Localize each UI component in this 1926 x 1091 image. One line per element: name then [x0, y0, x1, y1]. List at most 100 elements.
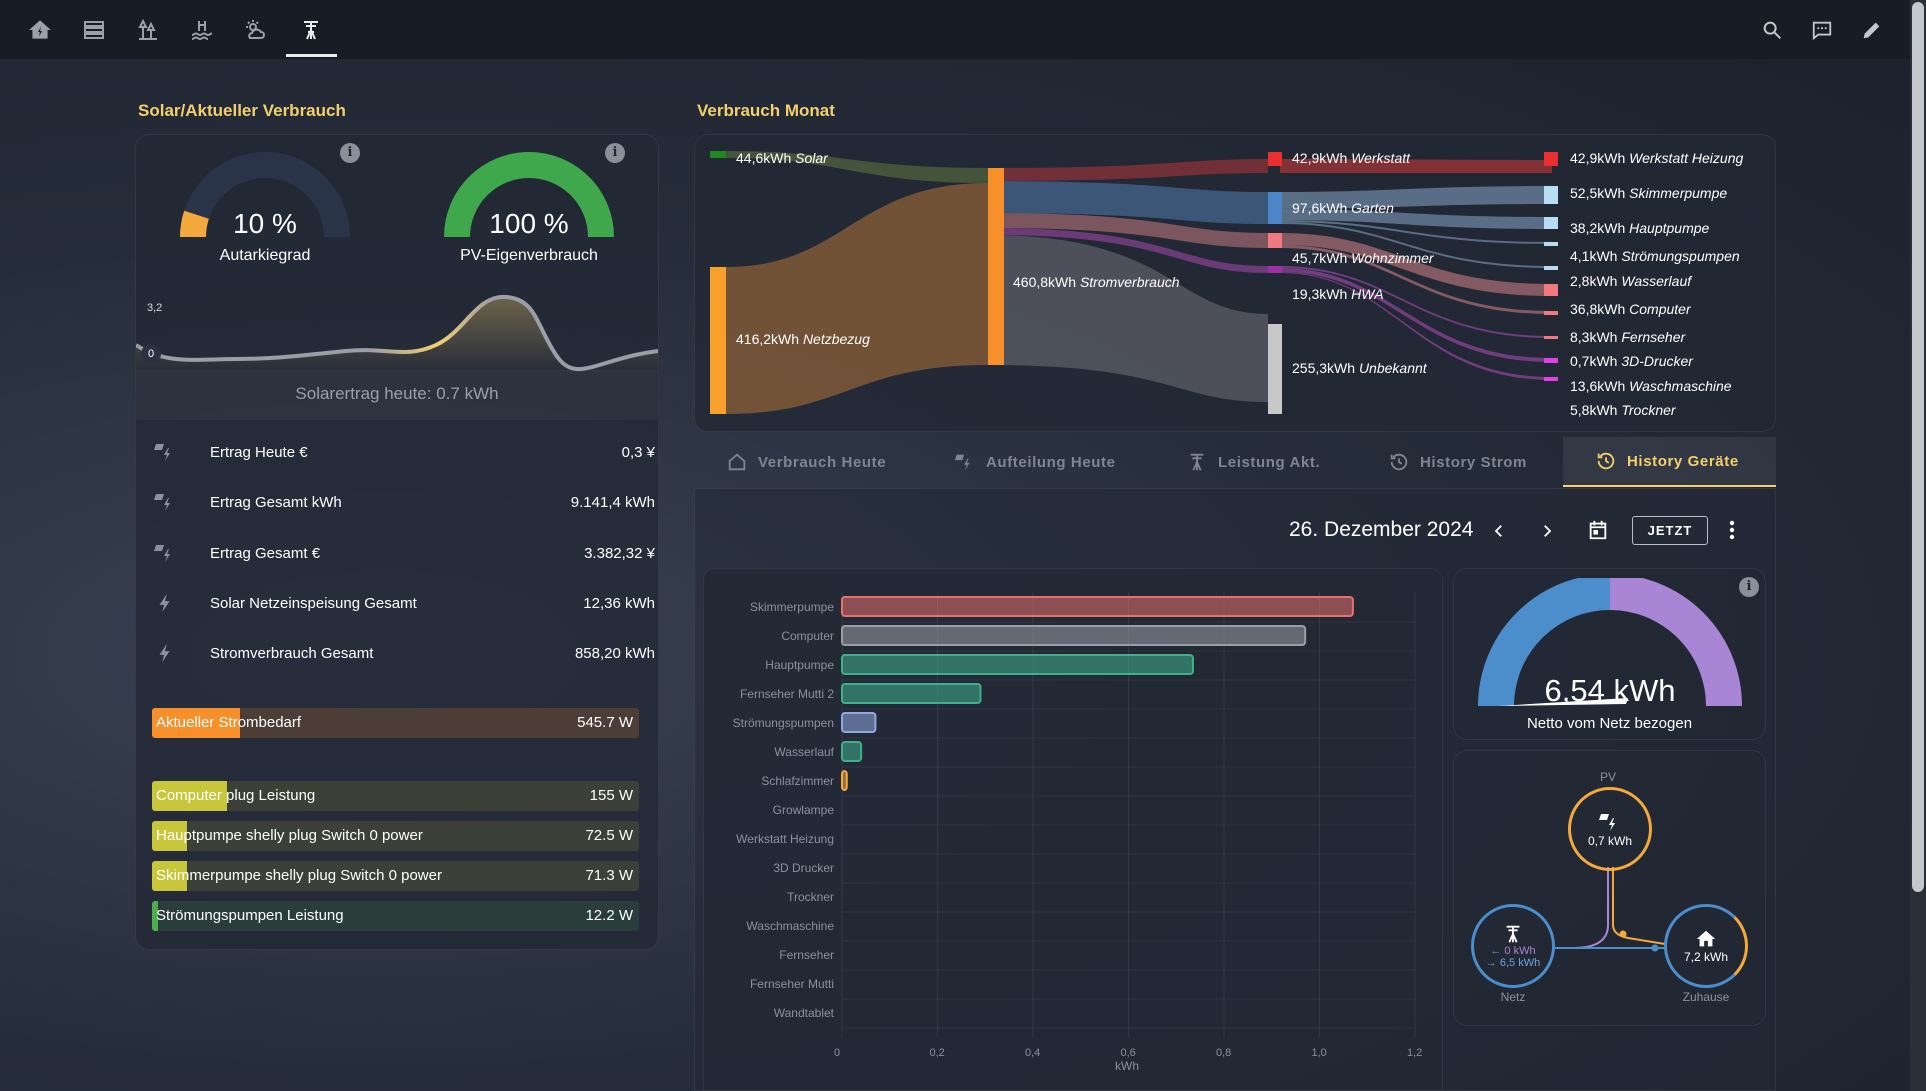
tab-label: History Strom — [1420, 453, 1527, 471]
bar-schlafzimmer[interactable] — [841, 770, 848, 791]
home-node[interactable]: 7,2 kWh — [1664, 904, 1748, 988]
category-label: Computer — [781, 629, 834, 643]
bar-name: Computer plug Leistung — [156, 787, 316, 804]
chat-icon[interactable] — [1804, 12, 1840, 48]
now-button[interactable]: JETZT — [1632, 516, 1708, 545]
solar-power-icon — [150, 437, 180, 467]
date-display[interactable]: 26. Dezember 2024 — [1289, 518, 1474, 541]
net-energy-value: 6,54 kWh — [1544, 673, 1676, 708]
home-solar-icon[interactable] — [22, 12, 58, 48]
plug-bar-hauptpumpe[interactable]: Hauptpumpe shelly plug Switch 0 power 72… — [152, 821, 639, 851]
pool-icon[interactable] — [184, 12, 220, 48]
solar-power-icon — [954, 451, 976, 473]
plug-bar-computer[interactable]: Computer plug Leistung 155 W — [152, 781, 639, 811]
calendar-button[interactable] — [1584, 516, 1612, 544]
tab-leistung-akt[interactable]: Leistung Akt. — [1186, 437, 1320, 487]
bar-name: Strömungspumpen Leistung — [156, 907, 344, 924]
scrollbar-thumb[interactable] — [1912, 2, 1924, 892]
demand-bar[interactable]: Aktueller Strombedarf 545.7 W — [152, 708, 639, 738]
solar-power-icon — [1599, 814, 1615, 831]
sankey-label-werkstatt: 42,9kWh Werkstatt — [1292, 150, 1411, 166]
sankey-label-garten: 97,6kWh Garten — [1292, 200, 1394, 216]
sankey-label-solar: 44,6kWh Solar — [736, 150, 828, 166]
solar-power-icon — [150, 538, 180, 568]
bar-value: 155 W — [589, 787, 633, 804]
info-icon[interactable]: i — [605, 143, 625, 163]
entity-value: 9.141,4 kWh — [570, 493, 655, 511]
category-label: Werkstatt Heizung — [736, 832, 834, 846]
bar-value: 72.5 W — [585, 827, 633, 844]
entity-name: Ertrag Heute € — [210, 443, 308, 461]
chevron-left-icon — [1494, 525, 1502, 537]
flash-icon — [150, 638, 180, 668]
home-icon — [726, 451, 748, 473]
entity-row-ertrag-gesamt-kwh[interactable]: Ertrag Gesamt kWh 9.141,4 kWh — [150, 487, 655, 517]
bar-wasserlauf[interactable] — [841, 741, 863, 762]
sankey-label-unbekannt: 255,3kWh Unbekannt — [1292, 360, 1427, 376]
autarkie-label: Autarkiegrad — [219, 247, 311, 264]
weather-icon[interactable] — [238, 12, 274, 48]
more-options-button[interactable] — [1721, 516, 1743, 544]
plug-bar-fill — [152, 861, 187, 891]
chevron-right-icon — [1544, 525, 1552, 537]
entity-value: 12,36 kWh — [583, 594, 655, 612]
sankey-label-computer: 36,8kWh Computer — [1570, 301, 1691, 317]
bar-fernseher-mutti-2[interactable] — [841, 683, 982, 704]
entity-name: Ertrag Gesamt kWh — [210, 493, 342, 511]
bar-strömungspumpen[interactable] — [841, 712, 877, 733]
sankey-card — [694, 134, 1776, 432]
bar-computer[interactable] — [841, 625, 1307, 646]
entity-row-ertrag-gesamt-eur[interactable]: Ertrag Gesamt € 3.382,32 ¥ — [150, 538, 655, 568]
pv-label: PV — [1599, 770, 1616, 784]
info-icon[interactable]: i — [1739, 577, 1759, 597]
category-label: Strömungspumpen — [732, 716, 834, 730]
power-pole-icon[interactable] — [293, 12, 329, 48]
grid-node[interactable]: ← 0 kWh → 6,5 kWh — [1471, 904, 1555, 988]
next-day-button[interactable] — [1534, 518, 1560, 544]
net-energy-gauge — [1478, 578, 1742, 707]
autarkie-gauge-fill — [180, 210, 210, 238]
category-label: Waschmaschine — [746, 919, 834, 933]
left-section-title: Solar/Aktueller Verbrauch — [138, 101, 346, 120]
pv-value: 0,7 kWh — [1587, 834, 1632, 848]
category-label: Fernseher — [779, 948, 834, 962]
garden-icon[interactable] — [130, 12, 166, 48]
pv-eigenverbrauch-gauge — [444, 152, 614, 238]
x-tick-label: 1,2 — [1407, 1047, 1423, 1059]
bar-name: Skimmerpumpe shelly plug Switch 0 power — [156, 867, 442, 884]
bar-name: Hauptpumpe shelly plug Switch 0 power — [156, 827, 423, 844]
grid-in-value: ← 0 kWh — [1490, 945, 1536, 957]
calendar-icon — [1589, 520, 1607, 540]
sankey-label-trockner: 5,8kWh Trockner — [1570, 402, 1676, 418]
sparkline-min-text: 0 — [147, 348, 155, 360]
x-tick-label: 0,2 — [929, 1047, 945, 1059]
pencil-icon[interactable] — [1854, 12, 1890, 48]
category-label: Growlampe — [772, 803, 834, 817]
bar-skimmerpumpe[interactable] — [841, 596, 1354, 617]
server-icon[interactable] — [76, 12, 112, 48]
device-history-bar-chart — [841, 592, 1416, 1037]
plug-bar-skimmerpumpe[interactable]: Skimmerpumpe shelly plug Switch 0 power … — [152, 861, 639, 891]
entity-row-stromverbrauch[interactable]: Stromverbrauch Gesamt 858,20 kWh — [150, 638, 655, 668]
x-tick-label: 0,4 — [1025, 1047, 1041, 1059]
plug-bar-stroemungspumpen[interactable]: Strömungspumpen Leistung 12.2 W — [152, 901, 639, 931]
entity-row-netzeinspeisung[interactable]: Solar Netzeinspeisung Gesamt 12,36 kWh — [150, 588, 655, 618]
category-label: 3D Drucker — [773, 861, 834, 875]
page-scrollbar[interactable] — [1910, 0, 1926, 1091]
tab-history-strom[interactable]: History Strom — [1388, 437, 1527, 487]
tab-history-geraete[interactable]: History Geräte — [1563, 437, 1776, 487]
power-pole-icon — [1506, 925, 1520, 943]
power-flow-lines — [1555, 867, 1666, 952]
sankey-diagram — [710, 151, 1558, 414]
tab-verbrauch-heute[interactable]: Verbrauch Heute — [726, 437, 886, 487]
prev-day-button[interactable] — [1486, 518, 1512, 544]
entity-row-ertrag-heute[interactable]: Ertrag Heute € 0,3 ¥ — [150, 437, 655, 467]
info-icon[interactable]: i — [340, 143, 360, 163]
tab-aufteilung-heute[interactable]: Aufteilung Heute — [954, 437, 1116, 487]
entity-name: Ertrag Gesamt € — [210, 544, 321, 562]
pv-node[interactable]: 0,7 kWh — [1568, 787, 1652, 871]
search-icon[interactable] — [1754, 12, 1790, 48]
category-label: Skimmerpumpe — [749, 600, 834, 614]
bar-hauptpumpe[interactable] — [841, 654, 1194, 675]
bar-value: 71.3 W — [585, 867, 633, 884]
